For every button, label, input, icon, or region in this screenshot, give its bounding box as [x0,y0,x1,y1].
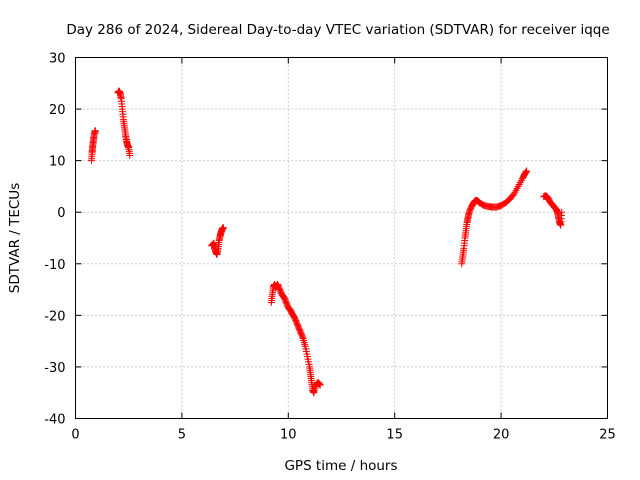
data-point [301,340,309,348]
y-tick-label: -30 [44,361,65,376]
y-tick-label: -10 [44,258,65,273]
data-point [299,333,307,341]
x-tick-label: 10 [280,428,297,443]
x-tick-label: 0 [71,428,79,443]
y-tick-label: 20 [49,103,66,118]
data-point [290,312,298,320]
data-point [523,167,531,175]
y-tick-label: -20 [44,309,65,324]
data-point [126,151,134,159]
data-point [91,127,99,135]
y-tick-label: 0 [57,206,65,221]
x-tick-label: 20 [493,428,510,443]
data-point [316,380,324,388]
axis-ticks: 0 5 10 15 20 25 -40 -30 -20 -10 0 10 20 30 [44,52,616,443]
y-tick-label: 10 [49,155,66,170]
data-points [87,87,566,397]
data-point [522,169,530,177]
x-tick-label: 5 [178,428,186,443]
x-tick-label: 15 [386,428,403,443]
data-point [316,381,324,389]
grid [75,57,608,419]
chart-title: Day 286 of 2024, Sidereal Day-to-day VTE… [66,22,609,38]
x-axis-label: GPS time / hours [284,458,397,474]
data-point [219,224,227,232]
x-tick-label: 25 [599,428,616,443]
data-point [300,338,308,346]
data-point [558,208,566,216]
data-point [522,168,530,176]
data-point [315,380,323,388]
y-tick-label: 30 [49,52,66,67]
y-tick-label: -40 [44,413,65,428]
y-axis-label: SDTVAR / TECUs [7,183,23,293]
plot-frame [75,57,608,419]
